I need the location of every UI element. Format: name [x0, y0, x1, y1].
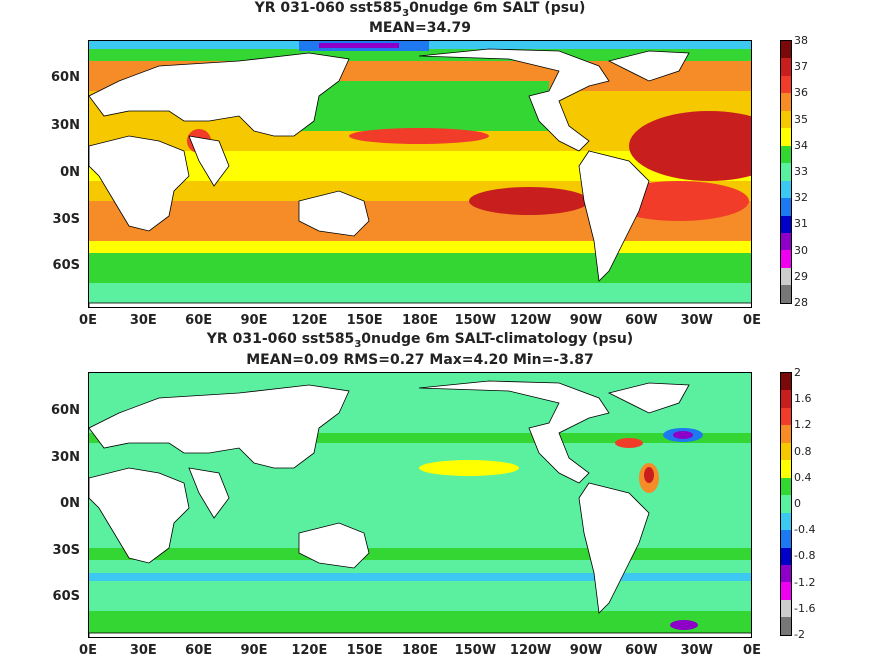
bottom-lon-label: 90W: [569, 643, 603, 658]
bottom-lon-label: 120E: [291, 643, 328, 658]
colorbar-tick-label: 0.4: [794, 470, 812, 484]
top-lon-label: 30E: [129, 313, 157, 328]
colorbar-swatch: [781, 58, 791, 76]
top-lon-label: 120W: [509, 313, 552, 328]
bottom-lat-label: 60S: [52, 589, 80, 604]
top-lon-label: 180E: [401, 313, 439, 328]
colorbar-swatch: [781, 599, 791, 618]
bottom-lon-label: 120W: [509, 643, 552, 658]
colorbar-tick-label: 30: [794, 243, 808, 257]
top-lon-label: 90E: [240, 313, 268, 328]
bottom-lon-label: 180E: [401, 643, 439, 658]
colorbar-swatch: [781, 477, 791, 496]
colorbar-tick-label: 28: [794, 296, 808, 309]
top-lon-label: 60W: [625, 313, 658, 328]
colorbar-tick-label: 0.8: [794, 444, 812, 458]
colorbar-swatch: [781, 128, 791, 146]
colorbar-tick-label: 2: [794, 366, 801, 379]
colorbar-tick-label: 38: [794, 34, 808, 47]
top-lon-label: 30W: [680, 313, 713, 328]
colorbar-swatch: [781, 425, 791, 443]
colorbar-swatch: [781, 75, 791, 94]
colorbar-tick-label: 36: [794, 86, 808, 100]
bottom-lon-label: 90E: [240, 643, 268, 658]
bottom-map-subtitle: MEAN=0.09 RMS=0.27 Max=4.20 Min=-3.87: [246, 352, 594, 368]
colorbar-swatch: [781, 564, 791, 583]
bottom-lon-label: 0E: [79, 643, 97, 658]
colorbar-tick-label: -1.6: [794, 601, 816, 615]
colorbar-swatch: [781, 232, 791, 251]
top-lat-label: 60S: [52, 258, 80, 273]
top-lon-label: 120E: [291, 313, 328, 328]
colorbar-swatch: [781, 530, 791, 548]
top-lat-label: 0N: [60, 165, 80, 180]
top-map-title: YR 031-060 sst58530nudge 6m SALT (psu): [254, 0, 586, 19]
colorbar-tick-label: 1.2: [794, 418, 812, 432]
top-lat-label: 30N: [51, 118, 80, 133]
colorbar-swatch: [781, 390, 791, 408]
bottom-lat-label: 30N: [51, 450, 80, 465]
colorbar-swatch: [781, 582, 791, 600]
colorbar-swatch: [781, 547, 791, 565]
bottom-lon-label: 60W: [625, 643, 658, 658]
top-lon-label: 0E: [79, 313, 97, 328]
colorbar-tick-label: 32: [794, 191, 808, 205]
colorbar-tick-label: 33: [794, 165, 808, 178]
colorbar-swatch: [781, 285, 791, 303]
colorbar-tick-label: -1.2: [794, 575, 816, 589]
colorbar-swatch: [781, 250, 791, 268]
bottom-lon-label: 150W: [454, 643, 497, 658]
colorbar-swatch: [781, 373, 791, 391]
top-lon-label: 150E: [346, 313, 383, 328]
top-lon-label: 150W: [454, 313, 497, 328]
salinity-map: [89, 41, 751, 307]
colorbar-swatch: [781, 460, 791, 478]
top-lon-label: 0E: [743, 313, 761, 328]
bottom-colorbar: [780, 372, 792, 636]
colorbar-swatch: [781, 93, 791, 111]
bottom-lon-label: 150E: [346, 643, 383, 658]
top-map-subtitle: MEAN=34.79: [368, 20, 472, 36]
colorbar-tick-label: -2: [794, 628, 805, 641]
colorbar-swatch: [781, 267, 791, 286]
top-lon-label: 90W: [569, 313, 603, 328]
colorbar-tick-label: 1.6: [794, 392, 812, 406]
colorbar-swatch: [781, 110, 791, 129]
bottom-lat-label: 60N: [51, 403, 80, 418]
colorbar-swatch: [781, 145, 791, 164]
colorbar-tick-label: 37: [794, 60, 808, 74]
colorbar-tick-label: 31: [794, 217, 808, 231]
colorbar-swatch: [781, 495, 791, 513]
salinity-anomaly-map-panel: [88, 372, 752, 638]
colorbar-tick-label: 34: [794, 138, 808, 152]
top-colorbar: [780, 40, 792, 304]
bottom-lat-label: 0N: [60, 496, 80, 511]
bottom-lon-label: 30W: [680, 643, 713, 658]
colorbar-swatch: [781, 180, 791, 199]
colorbar-tick-label: 29: [794, 269, 808, 283]
colorbar-swatch: [781, 163, 791, 181]
colorbar-swatch: [781, 407, 791, 426]
bottom-lon-label: 0E: [743, 643, 761, 658]
top-lat-label: 30S: [52, 212, 80, 227]
colorbar-tick-label: 35: [794, 112, 808, 126]
colorbar-swatch: [781, 442, 791, 461]
colorbar-swatch: [781, 617, 791, 635]
colorbar-tick-label: -0.4: [794, 523, 816, 537]
colorbar-tick-label: 0: [794, 497, 801, 510]
colorbar-swatch: [781, 512, 791, 531]
colorbar-swatch: [781, 41, 791, 59]
top-lat-label: 60N: [51, 70, 80, 85]
bottom-map-title: YR 031-060 sst58530nudge 6m SALT-climato…: [206, 331, 634, 350]
bottom-lon-label: 60E: [185, 643, 213, 658]
colorbar-swatch: [781, 215, 791, 233]
bottom-lon-label: 30E: [129, 643, 157, 658]
salinity-anomaly-map: [89, 373, 751, 637]
colorbar-tick-label: -0.8: [794, 549, 816, 563]
colorbar-swatch: [781, 198, 791, 216]
salinity-map-panel: [88, 40, 752, 308]
bottom-lat-label: 30S: [52, 543, 80, 558]
top-lon-label: 60E: [185, 313, 213, 328]
